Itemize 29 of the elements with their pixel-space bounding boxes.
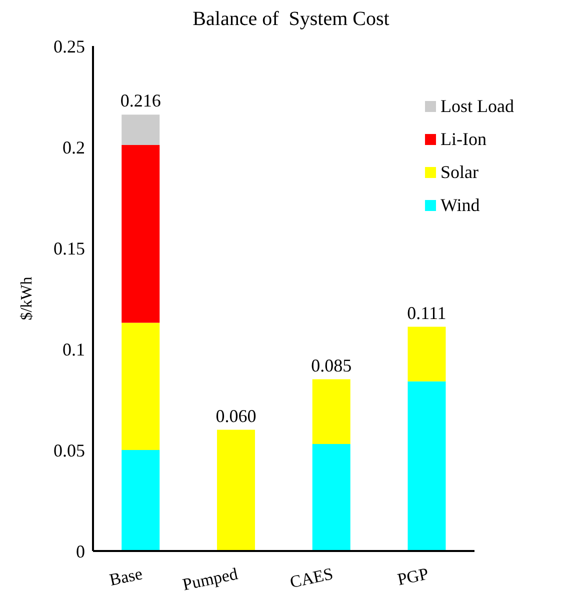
x-tick-label: Base bbox=[108, 564, 144, 590]
legend-label: Li-Ion bbox=[440, 129, 486, 150]
bar bbox=[122, 144, 160, 323]
legend-label: Wind bbox=[440, 195, 480, 216]
total-label: 0.085 bbox=[311, 355, 352, 376]
total-label: 0.060 bbox=[216, 406, 256, 426]
y-tick-label: 0 bbox=[76, 541, 85, 562]
bar bbox=[408, 326, 446, 382]
bar bbox=[122, 114, 160, 145]
bar bbox=[216, 430, 255, 551]
x-tick-label: PGP bbox=[396, 564, 430, 590]
y-tick-label: 0.05 bbox=[54, 440, 85, 460]
y-tick-label: 0.2 bbox=[62, 137, 85, 158]
x-tick-label: CAES bbox=[288, 564, 335, 592]
legend-label: Lost Load bbox=[440, 96, 514, 117]
y-axis-title: $/kWh bbox=[18, 276, 36, 320]
bar bbox=[122, 322, 160, 450]
total-label: 0.111 bbox=[407, 302, 446, 323]
bar bbox=[312, 379, 350, 444]
y-tick-label: 0.25 bbox=[54, 36, 85, 56]
y-tick-label: 0.1 bbox=[62, 339, 85, 360]
chart-title: Balance of System Cost bbox=[192, 8, 390, 32]
total-label: 0.216 bbox=[120, 90, 161, 111]
bar bbox=[312, 444, 350, 551]
y-tick-label: 0.15 bbox=[54, 238, 85, 258]
bar bbox=[122, 450, 160, 551]
x-tick-label: Pumped bbox=[180, 564, 240, 594]
legend-label: Solar bbox=[440, 162, 478, 183]
bar bbox=[408, 381, 446, 551]
